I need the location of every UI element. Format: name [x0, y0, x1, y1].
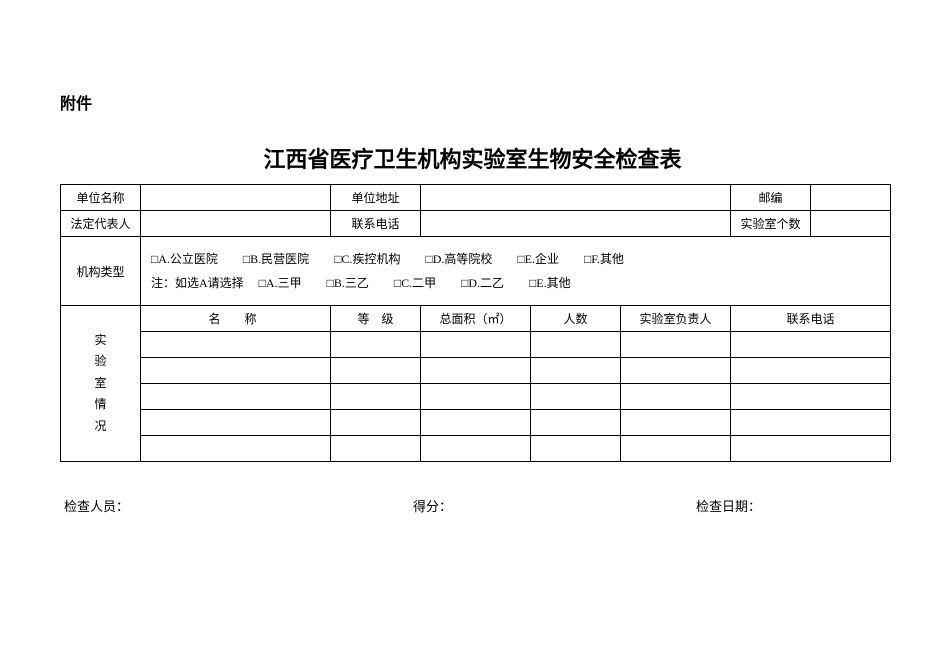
- label-org-type: 机构类型: [61, 237, 141, 306]
- cell-level[interactable]: [331, 358, 421, 384]
- cell-name[interactable]: [141, 384, 331, 410]
- cell-level[interactable]: [331, 384, 421, 410]
- label-unit-name: 单位名称: [61, 185, 141, 211]
- lab-header-count: 人数: [531, 306, 621, 332]
- cell-name[interactable]: [141, 358, 331, 384]
- cell-phone[interactable]: [731, 436, 891, 462]
- opt-other2[interactable]: □E.其他: [529, 271, 571, 295]
- lab-header-owner: 实验室负责人: [621, 306, 731, 332]
- cell-phone[interactable]: [731, 410, 891, 436]
- cell-name[interactable]: [141, 410, 331, 436]
- value-unit-address[interactable]: [421, 185, 731, 211]
- lab-row: [61, 384, 891, 410]
- opt-other[interactable]: □F.其他: [584, 247, 624, 271]
- opt-public-hospital[interactable]: □A.公立医院: [151, 247, 218, 271]
- footer-date: 检查日期：: [542, 496, 881, 515]
- lab-char-2: 验: [67, 351, 134, 373]
- cell-area[interactable]: [421, 436, 531, 462]
- lab-header-level: 等 级: [331, 306, 421, 332]
- footer-score: 得分：: [283, 496, 542, 515]
- lab-char-3: 室: [67, 373, 134, 395]
- opt-university[interactable]: □D.高等院校: [425, 247, 492, 271]
- footer: 检查人员： 得分： 检查日期：: [60, 496, 885, 515]
- footer-inspector: 检查人员：: [64, 496, 283, 515]
- org-type-row: 机构类型 □A.公立医院 □B.民营医院 □C.疾控机构 □D.高等院校 □E.…: [61, 237, 891, 306]
- attachment-label: 附件: [60, 90, 885, 114]
- document-page: 附件 江西省医疗卫生机构实验室生物安全检查表 单位名称 单位地址 邮编 法定代表…: [0, 0, 945, 555]
- cell-area[interactable]: [421, 410, 531, 436]
- info-row-1: 单位名称 单位地址 邮编: [61, 185, 891, 211]
- cell-name[interactable]: [141, 436, 331, 462]
- opt-cdc[interactable]: □C.疾控机构: [334, 247, 400, 271]
- cell-owner[interactable]: [621, 384, 731, 410]
- cell-area[interactable]: [421, 358, 531, 384]
- cell-level[interactable]: [331, 436, 421, 462]
- lab-row: [61, 358, 891, 384]
- form-table: 单位名称 单位地址 邮编 法定代表人 联系电话 实验室个数 机构类型 □A.公立…: [60, 184, 891, 462]
- opt-private-hospital[interactable]: □B.民营医院: [243, 247, 309, 271]
- label-lab-count: 实验室个数: [731, 211, 811, 237]
- page-title: 江西省医疗卫生机构实验室生物安全检查表: [60, 142, 885, 174]
- value-legal-rep[interactable]: [141, 211, 331, 237]
- lab-char-4: 情: [67, 394, 134, 416]
- cell-level[interactable]: [331, 410, 421, 436]
- cell-count[interactable]: [531, 410, 621, 436]
- lab-char-1: 实: [67, 330, 134, 352]
- lab-row: [61, 436, 891, 462]
- org-type-options[interactable]: □A.公立医院 □B.民营医院 □C.疾控机构 □D.高等院校 □E.企业 □F…: [141, 237, 891, 306]
- lab-header-area: 总面积（㎡）: [421, 306, 531, 332]
- cell-owner[interactable]: [621, 358, 731, 384]
- label-phone: 联系电话: [331, 211, 421, 237]
- cell-count[interactable]: [531, 384, 621, 410]
- value-phone[interactable]: [421, 211, 731, 237]
- lab-header-row: 实 验 室 情 况 名 称 等 级 总面积（㎡） 人数 实验室负责人 联系电话: [61, 306, 891, 332]
- lab-char-5: 况: [67, 416, 134, 438]
- label-unit-address: 单位地址: [331, 185, 421, 211]
- opt-note-prefix: 注：如选A请选择: [151, 271, 244, 295]
- cell-phone[interactable]: [731, 384, 891, 410]
- cell-count[interactable]: [531, 332, 621, 358]
- opt-3b[interactable]: □B.三乙: [327, 271, 369, 295]
- cell-count[interactable]: [531, 436, 621, 462]
- lab-row: [61, 332, 891, 358]
- value-unit-name[interactable]: [141, 185, 331, 211]
- cell-area[interactable]: [421, 384, 531, 410]
- cell-owner[interactable]: [621, 332, 731, 358]
- org-type-line1: □A.公立医院 □B.民营医院 □C.疾控机构 □D.高等院校 □E.企业 □F…: [151, 247, 880, 271]
- cell-level[interactable]: [331, 332, 421, 358]
- label-lab-situation: 实 验 室 情 况: [61, 306, 141, 462]
- lab-header-name: 名 称: [141, 306, 331, 332]
- cell-name[interactable]: [141, 332, 331, 358]
- opt-2a[interactable]: □C.二甲: [394, 271, 436, 295]
- value-postcode[interactable]: [811, 185, 891, 211]
- cell-owner[interactable]: [621, 436, 731, 462]
- org-type-line2: 注：如选A请选择 □A.三甲 □B.三乙 □C.二甲 □D.二乙 □E.其他: [151, 271, 880, 295]
- value-lab-count[interactable]: [811, 211, 891, 237]
- cell-phone[interactable]: [731, 332, 891, 358]
- opt-enterprise[interactable]: □E.企业: [517, 247, 559, 271]
- info-row-2: 法定代表人 联系电话 实验室个数: [61, 211, 891, 237]
- opt-2b[interactable]: □D.二乙: [461, 271, 504, 295]
- label-postcode: 邮编: [731, 185, 811, 211]
- lab-row: [61, 410, 891, 436]
- cell-count[interactable]: [531, 358, 621, 384]
- cell-area[interactable]: [421, 332, 531, 358]
- label-legal-rep: 法定代表人: [61, 211, 141, 237]
- cell-owner[interactable]: [621, 410, 731, 436]
- cell-phone[interactable]: [731, 358, 891, 384]
- opt-3a[interactable]: □A.三甲: [259, 271, 302, 295]
- lab-header-phone: 联系电话: [731, 306, 891, 332]
